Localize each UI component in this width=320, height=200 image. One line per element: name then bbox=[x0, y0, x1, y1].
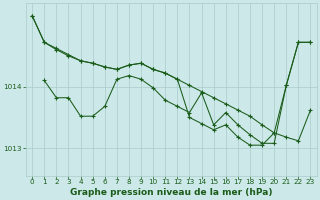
X-axis label: Graphe pression niveau de la mer (hPa): Graphe pression niveau de la mer (hPa) bbox=[70, 188, 273, 197]
